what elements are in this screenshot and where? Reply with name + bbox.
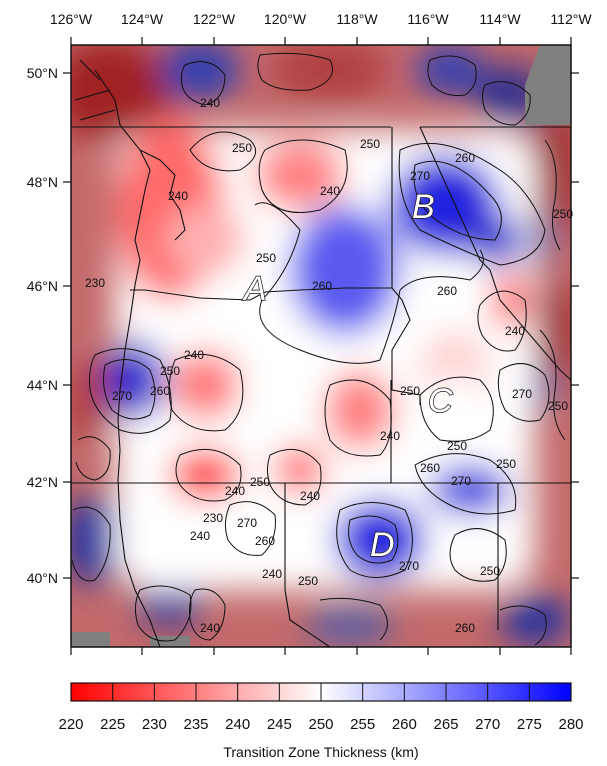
longitude-tick-labels: 126°W 124°W 122°W 120°W 118°W 116°W 114°… (50, 11, 592, 27)
contour-label: 260 (312, 279, 332, 293)
lat-tick-label: 50°N (27, 65, 58, 81)
contour-label: 250 (400, 384, 420, 398)
contour-label: 250 (447, 439, 467, 453)
contour-label: 260 (420, 461, 440, 475)
contour-label: 240 (184, 348, 204, 362)
colorbar-tick-label: 225 (100, 716, 125, 733)
colorbar-tick-label: 265 (433, 716, 458, 733)
thickness-anomaly-field (71, 45, 571, 647)
contour-label: 240 (380, 429, 400, 443)
lon-tick-label: 122°W (193, 11, 236, 27)
contour-label: 230 (85, 276, 105, 290)
contour-label: 240 (168, 189, 188, 203)
region-label-a: A (242, 270, 267, 308)
contour-label: 240 (320, 184, 340, 198)
contour-label: 260 (455, 621, 475, 635)
colorbar-tick-label: 255 (350, 716, 375, 733)
contour-label: 270 (112, 389, 132, 403)
no-data-area-ne (525, 45, 571, 125)
latitude-axis-right (571, 72, 579, 579)
contour-label: 240 (200, 621, 220, 635)
state-boundaries (71, 126, 571, 647)
contour-label: 250 (298, 574, 318, 588)
latitude-tick-labels: 50°N 48°N 46°N 44°N 42°N 40°N (27, 65, 58, 586)
colorbar-tick-label: 250 (308, 716, 333, 733)
colorbar-tick-label: 235 (183, 716, 208, 733)
contour-label: 250 (360, 137, 380, 151)
region-label-b: B (412, 188, 435, 226)
map-border (70, 44, 572, 648)
latitude-axis-left (63, 72, 71, 579)
lat-tick-label: 46°N (27, 278, 58, 294)
contour-labels: 240 250 240 250 270 260 240 250 230 260 … (85, 96, 573, 635)
contour-label: 270 (512, 387, 532, 401)
contour-label: 260 (437, 284, 457, 298)
longitude-axis-top (70, 37, 572, 45)
contour-label: 250 (250, 475, 270, 489)
contour-label: 240 (505, 324, 525, 338)
contour-label: 240 (300, 489, 320, 503)
contour-label: 250 (480, 564, 500, 578)
colorbar-tick-labels: 220 225 230 235 240 245 250 255 260 265 270 275 280 (58, 716, 583, 733)
lat-tick-label: 48°N (27, 174, 58, 190)
colorbar-tick-label: 245 (267, 716, 292, 733)
contour-label: 240 (262, 567, 282, 581)
contour-label: 260 (455, 151, 475, 165)
contour-label: 240 (225, 484, 245, 498)
lon-tick-label: 126°W (50, 11, 93, 27)
contour-label: 270 (410, 169, 430, 183)
map-frame: 240 250 240 250 270 260 240 250 230 260 … (70, 44, 573, 648)
contour-label: 250 (496, 457, 516, 471)
region-label-c: C (428, 382, 453, 420)
colorbar-tick-label: 220 (58, 716, 83, 733)
lon-tick-label: 112°W (550, 11, 592, 27)
contour-label: 250 (232, 141, 252, 155)
contour-label: 270 (237, 516, 257, 530)
contour-label: 260 (150, 384, 170, 398)
lon-tick-label: 118°W (336, 11, 378, 27)
contour-label: 270 (451, 474, 471, 488)
colorbar-tick-label: 280 (558, 716, 583, 733)
contour-lines (71, 52, 566, 646)
colorbar-tick-label: 230 (142, 716, 167, 733)
contour-label: 240 (200, 96, 220, 110)
colorbar-tick-label: 270 (475, 716, 500, 733)
lon-tick-label: 116°W (407, 11, 449, 27)
colorbar-tick-label: 260 (392, 716, 417, 733)
contour-label: 250 (256, 251, 276, 265)
lat-tick-label: 44°N (27, 377, 58, 393)
lon-tick-label: 114°W (479, 11, 521, 27)
colorbar-tick-label: 275 (517, 716, 542, 733)
contour-label: 240 (190, 529, 210, 543)
lon-tick-label: 120°W (264, 11, 307, 27)
contour-label: 250 (553, 207, 573, 221)
contour-label: 270 (399, 559, 419, 573)
contour-label: 250 (160, 364, 180, 378)
no-data-area-s (150, 636, 190, 647)
no-data-area-sw (71, 632, 110, 647)
region-labels: A B C D (241, 187, 453, 564)
lon-tick-label: 124°W (121, 11, 164, 27)
colorbar-title: Transition Zone Thickness (km) (223, 744, 418, 760)
contour-label: 260 (255, 534, 275, 548)
colorbar-tick-label: 240 (225, 716, 250, 733)
region-label-d: D (370, 526, 395, 564)
colorbar-ticks (70, 683, 572, 701)
lat-tick-label: 40°N (27, 570, 58, 586)
coastline (74, 59, 186, 647)
longitude-axis-bottom (70, 647, 572, 655)
contour-label: 230 (203, 511, 223, 525)
contour-label: 250 (548, 399, 568, 413)
lat-tick-label: 42°N (27, 474, 58, 490)
colorbar: 220 225 230 235 240 245 250 255 260 265 270 275 280 … (58, 682, 584, 760)
